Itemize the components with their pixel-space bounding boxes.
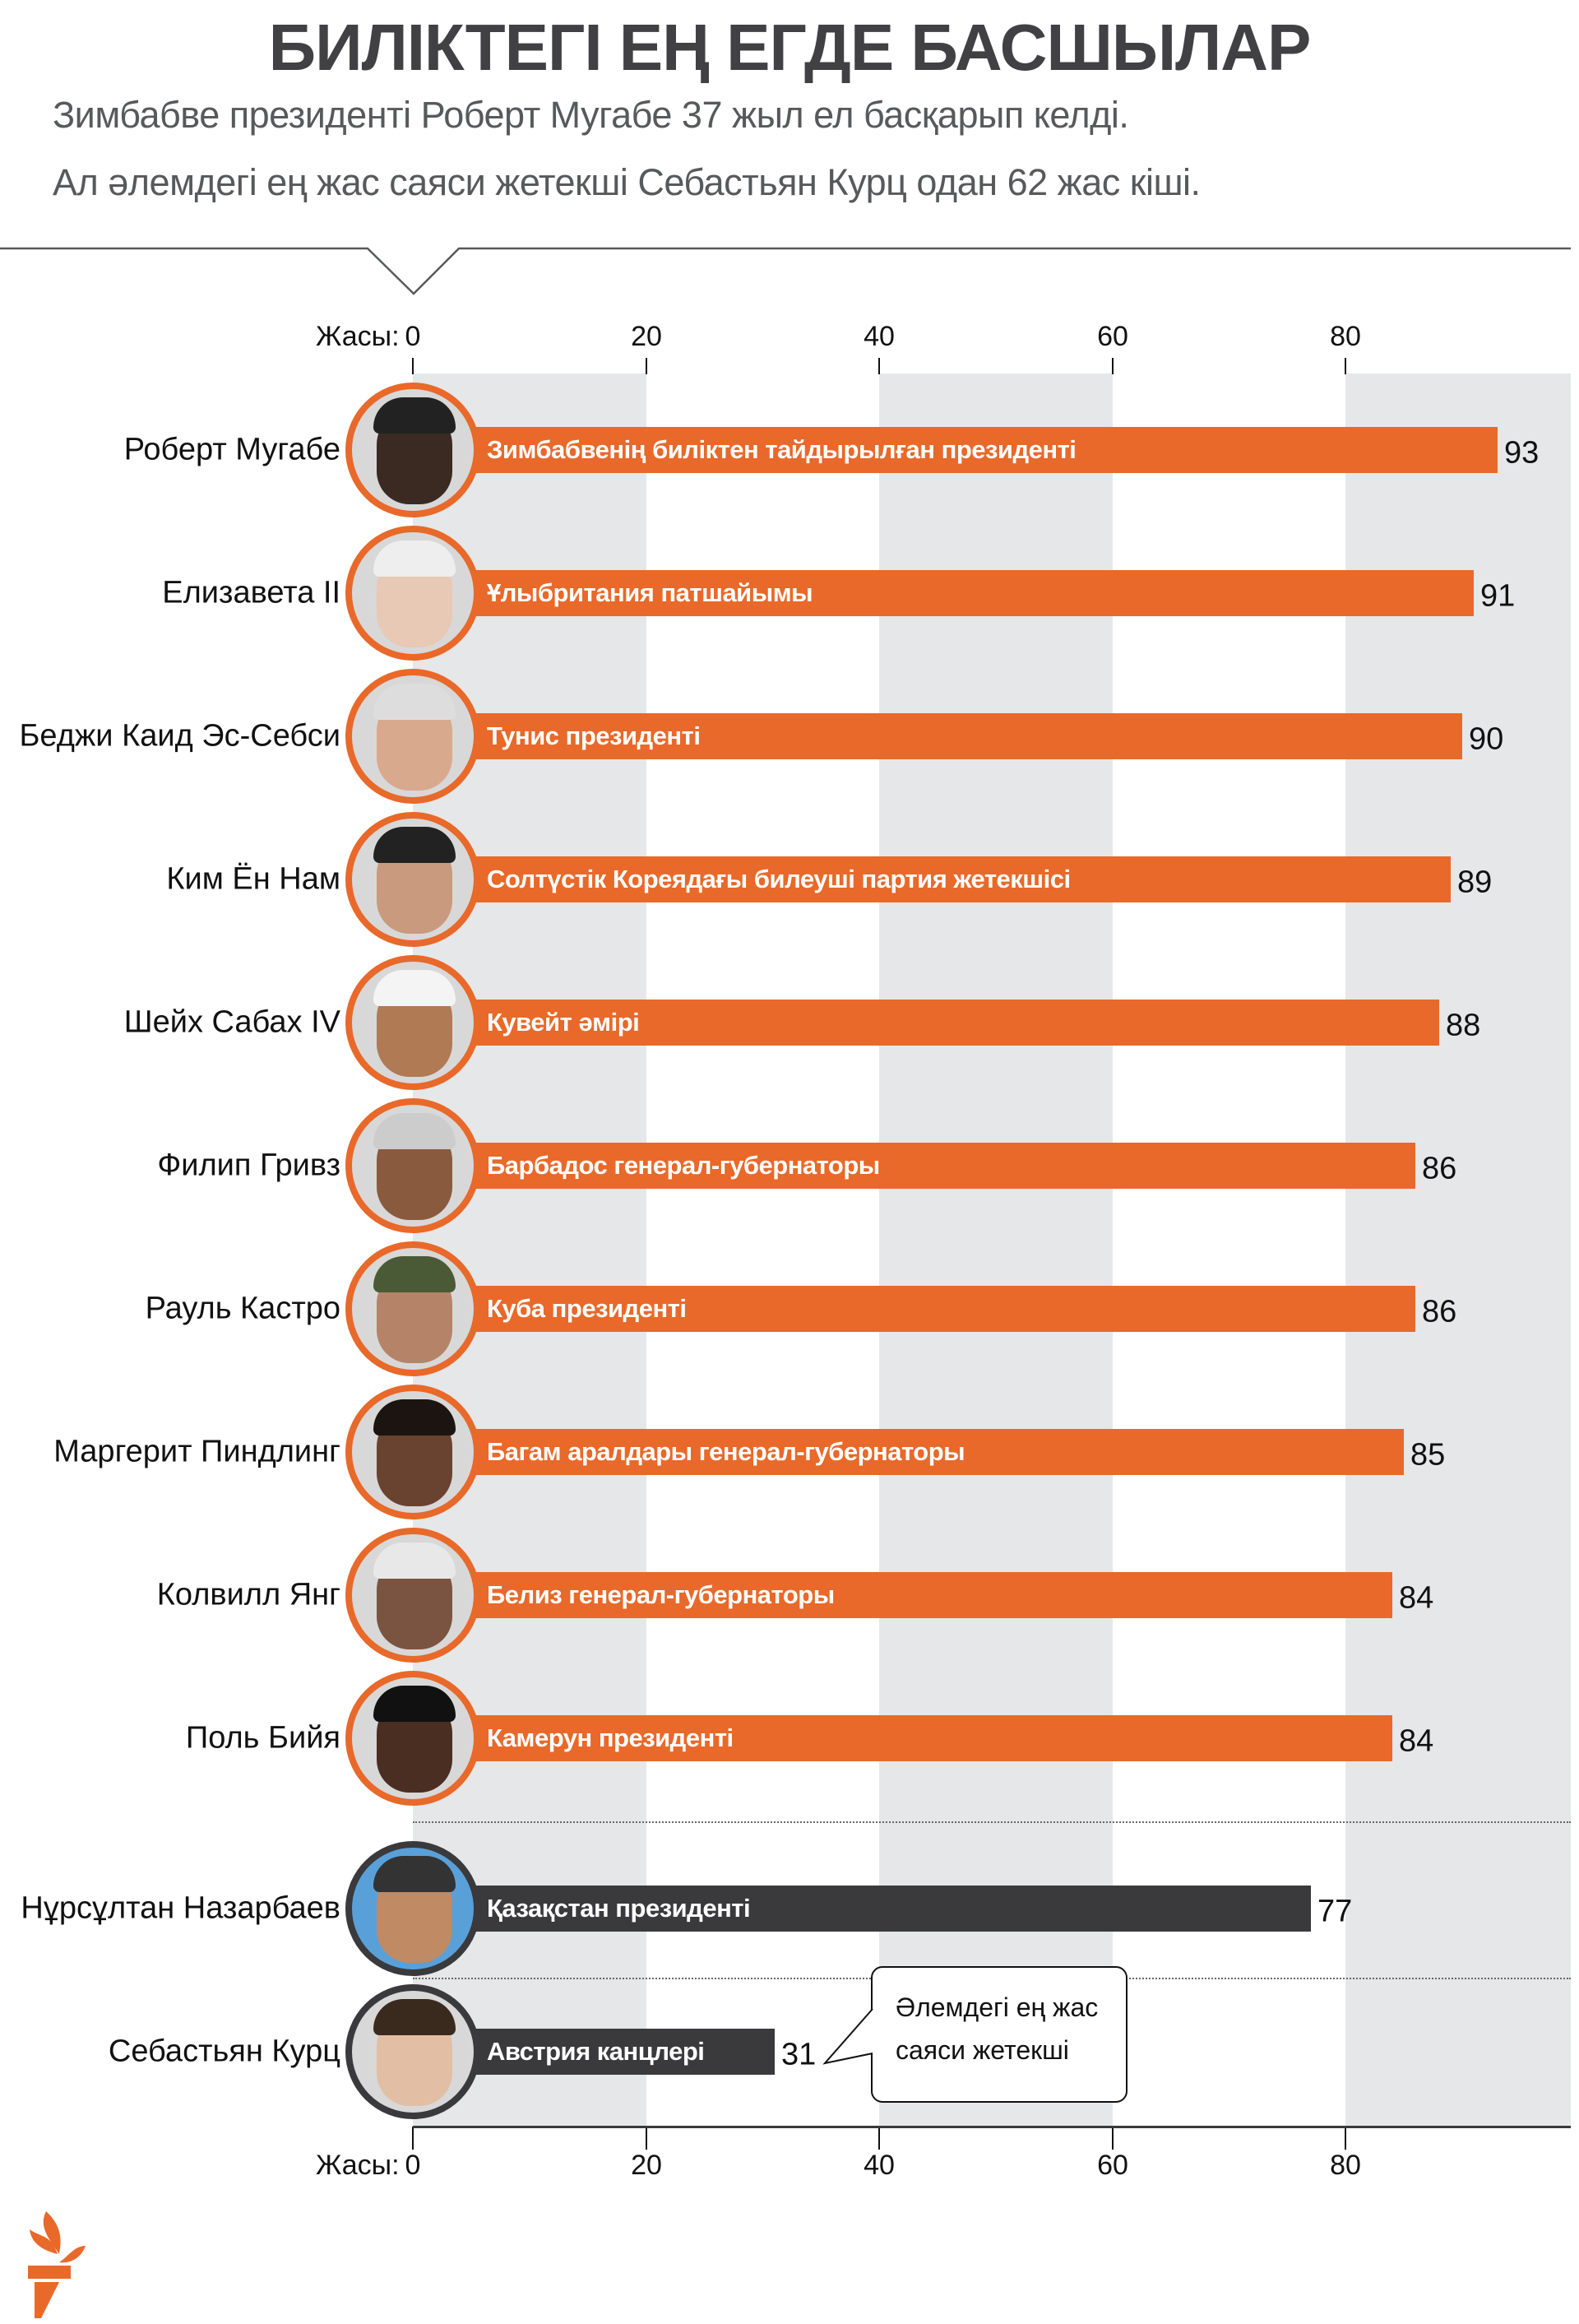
tick-label-top: 60	[1097, 321, 1128, 352]
tick-mark-bottom	[1345, 2127, 1346, 2150]
role-label: Зимбабвенің биліктен тайдырылған президе…	[487, 435, 1077, 464]
age-bar	[413, 1429, 1404, 1475]
tick-mark-top	[878, 358, 880, 374]
leader-name: Филип Гривз	[157, 1148, 340, 1183]
leader-name: Маргерит Пиндлинг	[53, 1434, 340, 1469]
age-value: 31	[781, 2037, 817, 2072]
leader-name: Колвилл Янг	[156, 1577, 340, 1612]
grid-band	[1345, 373, 1571, 2127]
subtitle-line-1: Зимбабве президенті Роберт Мугабе 37 жыл…	[53, 94, 1129, 136]
tick-mark-top	[646, 358, 647, 374]
callout-line-1: Әлемдегі ең жас	[896, 1992, 1099, 2022]
leader-photo	[345, 1671, 480, 1806]
tick-mark-bottom	[878, 2127, 880, 2150]
leader-photo	[345, 1385, 480, 1519]
age-bar	[413, 713, 1462, 759]
age-value: 89	[1457, 865, 1493, 900]
tick-mark-top	[1112, 358, 1114, 374]
leader-name: Ким Ён Нам	[166, 861, 340, 897]
role-label: Кувейт әмірі	[487, 1008, 640, 1037]
age-bar	[413, 856, 1451, 902]
role-label: Тунис президенті	[487, 721, 701, 750]
leader-photo	[345, 955, 480, 1090]
age-bar	[413, 427, 1498, 473]
grid-band	[413, 373, 646, 2127]
age-bar	[413, 1000, 1439, 1046]
tick-label-top: 80	[1330, 321, 1361, 352]
x-axis-line	[413, 2126, 1571, 2128]
age-value: 90	[1469, 721, 1504, 757]
age-value: 84	[1399, 1580, 1434, 1616]
leader-photo	[345, 1841, 480, 1976]
age-value: 85	[1410, 1437, 1446, 1473]
youngest-leader-callout: Әлемдегі ең жас саяси жетекші	[871, 1966, 1128, 2103]
age-value: 86	[1422, 1294, 1457, 1329]
header-divider-notch	[0, 247, 1571, 295]
callout-pointer	[822, 2008, 873, 2065]
age-bar	[413, 1715, 1392, 1761]
torch-logo-icon	[28, 2211, 86, 2318]
age-value: 91	[1480, 578, 1516, 614]
age-bar	[413, 1143, 1415, 1189]
page-title: БИЛІКТЕГІ ЕҢ ЕГДЕ БАСШЫЛАР	[268, 11, 1312, 84]
leader-photo	[345, 1984, 480, 2119]
callout-line-2: саяси жетекші	[896, 2035, 1069, 2065]
leader-name: Роберт Мугабе	[123, 432, 340, 467]
tick-mark-top	[412, 358, 414, 374]
role-label: Белиз генерал-губернаторы	[487, 1580, 835, 1609]
age-bar	[413, 1572, 1392, 1618]
leader-photo	[345, 526, 480, 661]
age-value: 88	[1446, 1008, 1481, 1043]
role-label: Барбадос генерал-губернаторы	[487, 1151, 880, 1180]
role-label: Камерун президенті	[487, 1723, 734, 1752]
grid-band	[879, 373, 1113, 2127]
age-bar	[413, 1886, 1311, 1932]
tick-label-top: 0	[405, 321, 421, 352]
tick-label-bottom: 40	[864, 2150, 895, 2181]
leader-name: Шейх Сабах IV	[123, 1004, 340, 1040]
tick-label-bottom: 20	[631, 2150, 662, 2181]
leader-name: Поль Бийя	[185, 1720, 340, 1756]
axis-label-top: Жасы:	[316, 321, 400, 352]
tick-label-top: 20	[631, 321, 662, 352]
leader-name: Нұрсұлтан Назарбаев	[21, 1890, 340, 1926]
tick-mark-bottom	[1112, 2127, 1114, 2150]
leader-photo	[345, 1241, 480, 1376]
role-label: Куба президенті	[487, 1294, 687, 1323]
subtitle-line-2: Ал әлемдегі ең жас саяси жетекші Себасть…	[53, 161, 1201, 203]
age-value: 86	[1422, 1151, 1457, 1186]
tick-label-bottom: 60	[1097, 2150, 1128, 2181]
leader-photo	[345, 1098, 480, 1233]
group-divider	[413, 1821, 1571, 1823]
tick-mark-bottom	[412, 2127, 414, 2150]
age-value: 77	[1317, 1894, 1353, 1929]
age-value: 93	[1504, 435, 1540, 471]
axis-label-bottom: Жасы:	[316, 2150, 400, 2181]
role-label: Багам аралдары генерал-губернаторы	[487, 1437, 965, 1466]
tick-mark-bottom	[646, 2127, 647, 2150]
leader-photo	[345, 669, 480, 804]
age-bar	[413, 570, 1474, 616]
leader-photo	[345, 383, 480, 517]
leader-photo	[345, 1528, 480, 1663]
role-label: Солтүстік Кореядағы билеуші партия жетек…	[487, 865, 1071, 893]
leader-photo	[345, 812, 480, 947]
leader-name: Рауль Кастро	[145, 1291, 340, 1326]
role-label: Ұлыбритания патшайымы	[487, 578, 813, 607]
role-label: Австрия канцлері	[487, 2037, 705, 2066]
leader-name: Елизавета II	[162, 575, 340, 610]
tick-label-bottom: 80	[1330, 2150, 1361, 2181]
age-bar	[413, 1286, 1415, 1332]
age-value: 84	[1399, 1723, 1434, 1759]
role-label: Қазақстан президенті	[487, 1894, 751, 1923]
leader-name: Себастьян Курц	[108, 2034, 340, 2069]
tick-label-top: 40	[864, 321, 895, 352]
leader-name: Беджи Каид Эс-Себси	[19, 718, 340, 754]
tick-label-bottom: 0	[405, 2150, 421, 2181]
tick-mark-top	[1345, 358, 1346, 374]
